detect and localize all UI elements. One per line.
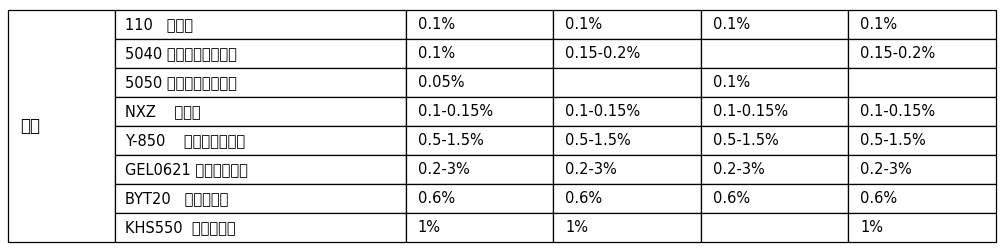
Text: 0.6%: 0.6% [565, 191, 602, 206]
Bar [701, 97, 848, 126]
Bar [406, 184, 553, 213]
Text: Y-850    碱溶胀型增稠剂: Y-850 碱溶胀型增稠剂 [125, 133, 245, 148]
Text: 110   润湿剂: 110 润湿剂 [125, 17, 193, 32]
Bar [848, 10, 996, 39]
Bar [553, 68, 701, 97]
Text: 0.2-3%: 0.2-3% [565, 162, 617, 177]
Text: BYT20   防霉杀菌剂: BYT20 防霉杀菌剂 [125, 191, 228, 206]
Bar [553, 213, 701, 242]
Text: 0.1%: 0.1% [713, 17, 750, 32]
Bar [848, 39, 996, 68]
Bar [701, 68, 848, 97]
Bar [406, 10, 553, 39]
Bar [115, 10, 406, 39]
Bar [848, 184, 996, 213]
Bar [848, 155, 996, 184]
Text: 0.5-1.5%: 0.5-1.5% [713, 133, 779, 148]
Bar [553, 10, 701, 39]
Text: 0.15-0.2%: 0.15-0.2% [565, 46, 641, 61]
Bar [848, 97, 996, 126]
Text: 0.6%: 0.6% [418, 191, 455, 206]
Text: 0.2-3%: 0.2-3% [860, 162, 912, 177]
Bar [406, 39, 553, 68]
Bar [553, 184, 701, 213]
Bar [406, 213, 553, 242]
Text: KHS550  硅烷偶联剂: KHS550 硅烷偶联剂 [125, 220, 235, 235]
Bar [406, 155, 553, 184]
Text: 1%: 1% [565, 220, 588, 235]
Text: 0.2-3%: 0.2-3% [418, 162, 470, 177]
Text: 0.5-1.5%: 0.5-1.5% [860, 133, 926, 148]
Text: 0.2-3%: 0.2-3% [713, 162, 765, 177]
Text: 5050 有机颜填料分散剂: 5050 有机颜填料分散剂 [125, 75, 236, 90]
Bar [553, 126, 701, 155]
Text: GEL0621 缔合型增稠剂: GEL0621 缔合型增稠剂 [125, 162, 247, 177]
Text: 0.05%: 0.05% [418, 75, 464, 90]
Bar [115, 39, 406, 68]
Text: NXZ    消泡剂: NXZ 消泡剂 [125, 104, 200, 119]
Bar [701, 155, 848, 184]
Text: 0.1%: 0.1% [860, 17, 898, 32]
Bar [701, 213, 848, 242]
Bar [553, 39, 701, 68]
Text: 1%: 1% [860, 220, 883, 235]
Bar [406, 97, 553, 126]
Text: 1%: 1% [418, 220, 441, 235]
Bar [115, 97, 406, 126]
Text: 0.5-1.5%: 0.5-1.5% [418, 133, 484, 148]
Text: 0.1-0.15%: 0.1-0.15% [713, 104, 788, 119]
Text: 0.1-0.15%: 0.1-0.15% [860, 104, 936, 119]
Bar [701, 39, 848, 68]
Text: 0.6%: 0.6% [713, 191, 750, 206]
Text: 0.15-0.2%: 0.15-0.2% [860, 46, 936, 61]
Text: 0.1-0.15%: 0.1-0.15% [418, 104, 493, 119]
Text: 助剂: 助剂 [20, 117, 40, 135]
Bar [848, 213, 996, 242]
Bar [701, 126, 848, 155]
Bar [115, 213, 406, 242]
Bar [553, 97, 701, 126]
Bar [115, 126, 406, 155]
Text: 0.5-1.5%: 0.5-1.5% [565, 133, 631, 148]
Bar [848, 126, 996, 155]
Bar [701, 10, 848, 39]
Bar [553, 155, 701, 184]
Bar [8, 10, 115, 242]
Bar [848, 68, 996, 97]
Bar [701, 184, 848, 213]
Text: 5040 无机颜填料分散剂: 5040 无机颜填料分散剂 [125, 46, 236, 61]
Text: 0.1-0.15%: 0.1-0.15% [565, 104, 640, 119]
Bar [115, 184, 406, 213]
Text: 0.1%: 0.1% [713, 75, 750, 90]
Bar [115, 155, 406, 184]
Text: 0.6%: 0.6% [860, 191, 898, 206]
Text: 0.1%: 0.1% [418, 46, 455, 61]
Bar [406, 68, 553, 97]
Bar [115, 68, 406, 97]
Text: 0.1%: 0.1% [418, 17, 455, 32]
Text: 0.1%: 0.1% [565, 17, 602, 32]
Bar [406, 126, 553, 155]
